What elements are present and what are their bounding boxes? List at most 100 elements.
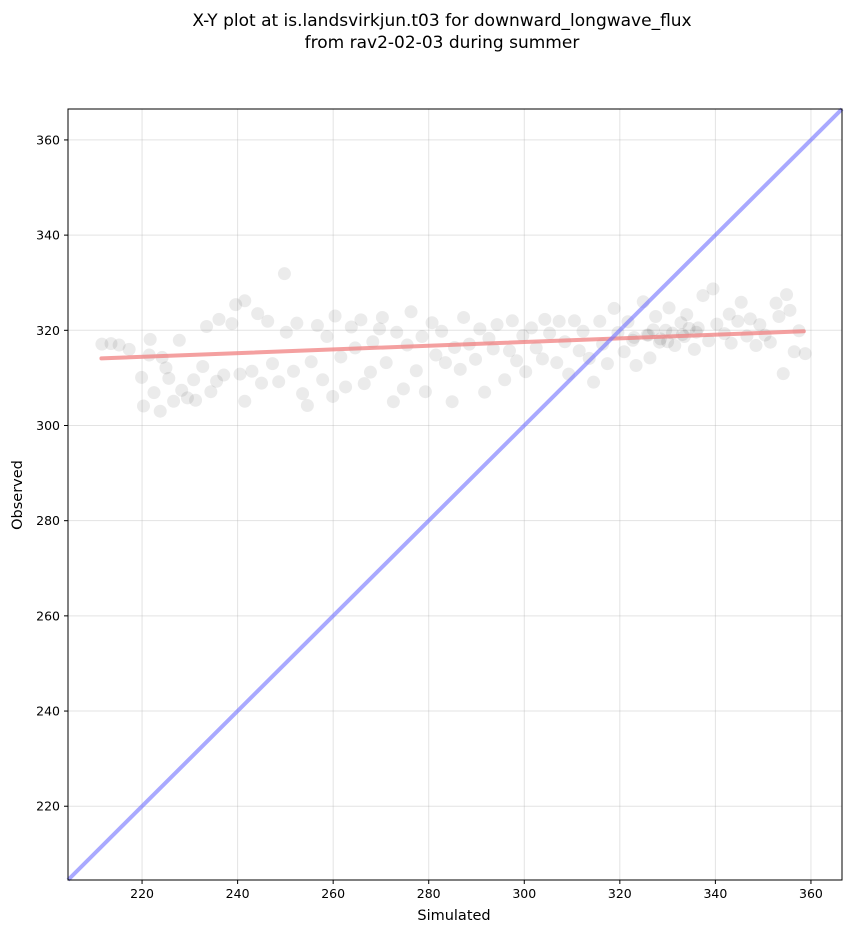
scatter-point (375, 310, 389, 324)
scatter-point (147, 386, 161, 400)
scatter-point (238, 394, 252, 408)
scatter-point (328, 309, 342, 323)
scatter-point (772, 310, 786, 324)
scatter-point (607, 301, 621, 315)
scatter-point (251, 307, 265, 321)
scatter-point (339, 380, 353, 394)
scatter-point (136, 399, 150, 413)
scatter-point (104, 337, 118, 351)
scatter-point (187, 373, 201, 387)
scatter-point (386, 395, 400, 409)
scatter-point (731, 314, 745, 328)
scatter-point (798, 347, 812, 361)
scatter-point (769, 296, 783, 310)
y-axis-label: Observed (10, 460, 26, 530)
scatter-point (587, 375, 601, 389)
scatter-point (320, 329, 334, 343)
scatter-point (567, 314, 581, 328)
scatter-points (95, 267, 812, 418)
reference-lines (66, 107, 844, 882)
y-tick-label: 260 (36, 608, 60, 623)
scatter-point (490, 318, 504, 332)
scatter-point (749, 339, 763, 353)
x-tick-label: 260 (321, 886, 345, 901)
scatter-point (734, 295, 748, 309)
scatter-point (409, 364, 423, 378)
scatter-point (722, 307, 736, 321)
identity-line (66, 107, 844, 882)
scatter-point (687, 342, 701, 356)
scatter-point (379, 356, 393, 370)
scatter-point (724, 336, 738, 350)
scatter-point (159, 361, 173, 375)
scatter-point (429, 348, 443, 362)
x-tick-label: 220 (130, 886, 154, 901)
scatter-point (535, 352, 549, 366)
y-tick-label: 220 (36, 799, 60, 814)
scatter-point (668, 339, 682, 353)
scatter-point (473, 322, 487, 336)
scatter-point (453, 362, 467, 376)
scatter-point (162, 371, 176, 385)
scatter-point (363, 365, 377, 379)
scatter-point (225, 317, 239, 331)
scatter-point (172, 333, 186, 347)
scatter-point (787, 345, 801, 359)
scatter-point (572, 344, 586, 358)
scatter-point (390, 325, 404, 339)
scatter-point (304, 355, 318, 369)
scatter-point (255, 376, 268, 390)
scatter-point (344, 320, 358, 334)
scatter-point (550, 356, 564, 370)
scatter-point (516, 329, 530, 343)
scatter-point (552, 314, 566, 328)
scatter-point (261, 314, 275, 328)
scatter-point (783, 303, 797, 317)
scatter-point (710, 317, 724, 331)
regression-fit-line (99, 329, 806, 361)
scatter-point (702, 334, 716, 348)
x-tick-label: 280 (417, 886, 441, 901)
scatter-point (175, 383, 189, 397)
scatter-point (438, 356, 452, 370)
scatter-point (310, 319, 324, 333)
scatter-point (233, 367, 247, 381)
scatter-point (277, 267, 291, 281)
scatter-point (153, 404, 167, 418)
chart-title-line-1: X-Y plot at is.landsvirkjun.t03 for down… (192, 11, 691, 31)
scatter-point (776, 367, 790, 381)
y-tick-label: 340 (36, 228, 60, 243)
scatter-point (469, 352, 483, 366)
scatter-point (210, 374, 224, 388)
scatter-point (629, 359, 643, 373)
scatter-point (396, 382, 410, 396)
scatter-point (646, 323, 660, 337)
scatter-point (659, 323, 673, 337)
grid-lines (68, 109, 842, 880)
scatter-point (143, 332, 157, 346)
scatter-point (576, 324, 590, 338)
scatter-point (366, 335, 380, 349)
scatter-point (643, 351, 657, 365)
scatter-point (753, 318, 767, 332)
scatter-point (245, 364, 259, 378)
scatter-point (238, 294, 252, 308)
scatter-point (478, 385, 492, 399)
x-axis-label: Simulated (417, 908, 490, 924)
scatter-point (212, 312, 226, 326)
scatter-point (418, 385, 432, 399)
scatter-point (593, 314, 607, 328)
scatter-point (200, 319, 214, 333)
scatter-point (617, 345, 631, 359)
scatter-point (763, 335, 777, 349)
scatter-point (674, 316, 688, 330)
scatter-point (696, 289, 710, 303)
scatter-point (354, 313, 368, 327)
scatter-point (425, 316, 439, 330)
y-tick-label: 300 (36, 418, 60, 433)
scatter-point (334, 350, 348, 364)
scatter-point (287, 364, 301, 378)
scatter-point (95, 337, 109, 351)
scatter-point (706, 282, 720, 296)
